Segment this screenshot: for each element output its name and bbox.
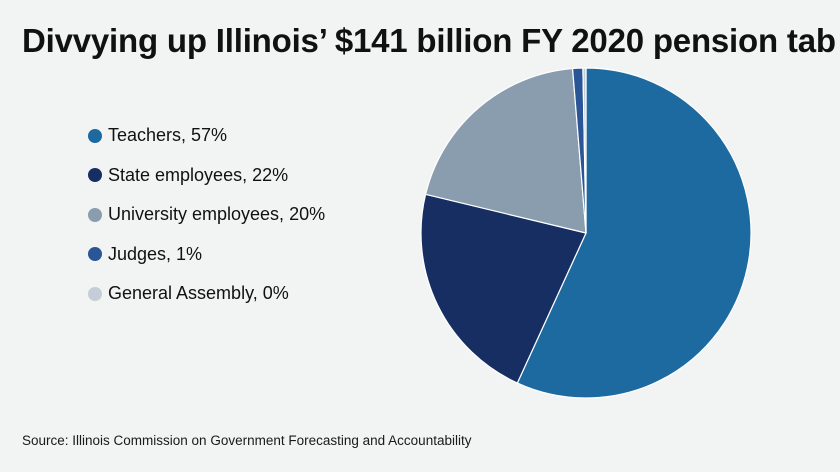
legend-item-university-employees: University employees, 20% [88, 195, 325, 235]
source-note: Source: Illinois Commission on Governmen… [22, 433, 472, 448]
legend-label-teachers: Teachers, 57% [108, 125, 228, 146]
legend-item-general-assembly: General Assembly, 0% [88, 274, 325, 314]
legend-item-teachers: Teachers, 57% [88, 116, 325, 156]
pie-slice-teachers [516, 67, 752, 399]
pie-slice-university-employees [424, 67, 587, 234]
legend-swatch-university-employees [88, 207, 102, 222]
pie-slices [420, 67, 752, 399]
chart-title: Divvying up Illinois’ $141 billion FY 20… [22, 22, 836, 59]
legend-swatch-teachers [88, 128, 102, 143]
pie-slice-general-assembly [582, 67, 587, 234]
legend-swatch-general-assembly [88, 286, 102, 301]
legend-item-state-employees: State employees, 22% [88, 156, 325, 196]
legend-label-state-employees: State employees, 22% [108, 164, 289, 185]
legend-swatch-judges [88, 247, 102, 262]
pie-slice-state-employees [420, 193, 587, 384]
legend-item-judges: Judges, 1% [88, 235, 325, 275]
legend-label-university-employees: University employees, 20% [108, 204, 326, 225]
legend-label-general-assembly: General Assembly, 0% [108, 283, 289, 304]
legend-swatch-state-employees [88, 168, 102, 183]
legend-label-judges: Judges, 1% [108, 243, 203, 264]
chart-legend: Teachers, 57% State employees, 22% Unive… [88, 116, 325, 314]
